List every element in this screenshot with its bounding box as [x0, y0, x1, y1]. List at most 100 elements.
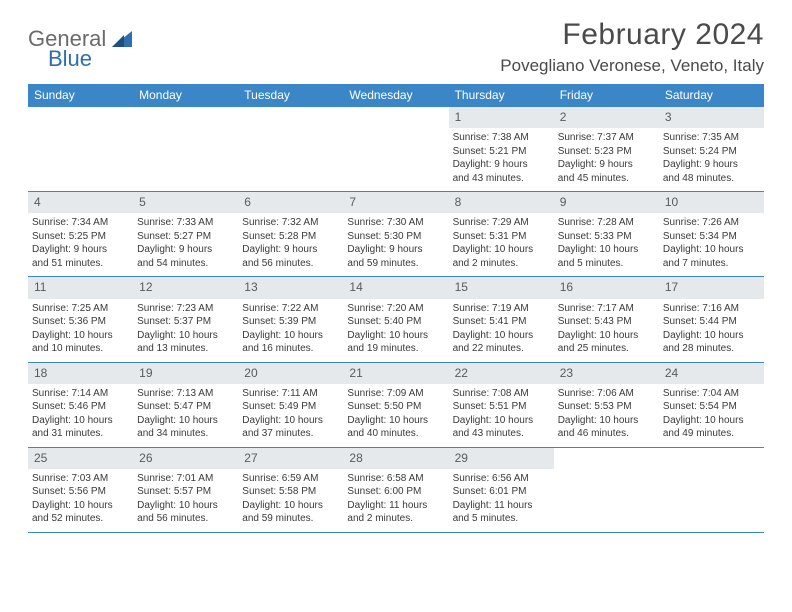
day-number: 1	[449, 107, 554, 128]
day-body: Sunrise: 7:19 AMSunset: 5:41 PMDaylight:…	[449, 299, 554, 362]
sunset-line: Sunset: 5:27 PM	[137, 230, 234, 244]
day-cell: 19Sunrise: 7:13 AMSunset: 5:47 PMDayligh…	[133, 363, 238, 447]
day-number: 14	[343, 277, 448, 298]
day-body: Sunrise: 7:08 AMSunset: 5:51 PMDaylight:…	[449, 384, 554, 447]
sunset-line: Sunset: 5:53 PM	[558, 400, 655, 414]
sunrise-line: Sunrise: 7:26 AM	[663, 216, 760, 230]
day-body: Sunrise: 7:26 AMSunset: 5:34 PMDaylight:…	[659, 213, 764, 276]
daylight-line: Daylight: 10 hours	[347, 329, 444, 343]
daylight-line: Daylight: 10 hours	[453, 243, 550, 257]
day-body: Sunrise: 7:30 AMSunset: 5:30 PMDaylight:…	[343, 213, 448, 276]
daylight-line: Daylight: 9 hours	[242, 243, 339, 257]
daylight-line: and 56 minutes.	[242, 257, 339, 271]
day-cell: 26Sunrise: 7:01 AMSunset: 5:57 PMDayligh…	[133, 448, 238, 532]
day-number: 8	[449, 192, 554, 213]
daylight-line: and 43 minutes.	[453, 427, 550, 441]
day-number: 9	[554, 192, 659, 213]
daylight-line: and 48 minutes.	[663, 172, 760, 186]
week-row: 11Sunrise: 7:25 AMSunset: 5:36 PMDayligh…	[28, 277, 764, 362]
sunset-line: Sunset: 5:30 PM	[347, 230, 444, 244]
daylight-line: Daylight: 10 hours	[663, 243, 760, 257]
sunrise-line: Sunrise: 7:01 AM	[137, 472, 234, 486]
day-cell-empty	[133, 107, 238, 191]
day-number: 23	[554, 363, 659, 384]
sunrise-line: Sunrise: 7:22 AM	[242, 302, 339, 316]
day-number: 11	[28, 277, 133, 298]
day-cell: 25Sunrise: 7:03 AMSunset: 5:56 PMDayligh…	[28, 448, 133, 532]
daylight-line: Daylight: 10 hours	[663, 329, 760, 343]
sunset-line: Sunset: 5:40 PM	[347, 315, 444, 329]
day-body: Sunrise: 7:33 AMSunset: 5:27 PMDaylight:…	[133, 213, 238, 276]
sunrise-line: Sunrise: 7:14 AM	[32, 387, 129, 401]
day-number: 15	[449, 277, 554, 298]
daylight-line: Daylight: 9 hours	[137, 243, 234, 257]
day-cell: 28Sunrise: 6:58 AMSunset: 6:00 PMDayligh…	[343, 448, 448, 532]
daylight-line: Daylight: 10 hours	[453, 414, 550, 428]
day-body: Sunrise: 6:56 AMSunset: 6:01 PMDaylight:…	[449, 469, 554, 532]
weeks-container: 1Sunrise: 7:38 AMSunset: 5:21 PMDaylight…	[28, 107, 764, 533]
sunset-line: Sunset: 5:21 PM	[453, 145, 550, 159]
daylight-line: Daylight: 10 hours	[242, 414, 339, 428]
daylight-line: Daylight: 10 hours	[663, 414, 760, 428]
sunset-line: Sunset: 6:00 PM	[347, 485, 444, 499]
sunrise-line: Sunrise: 7:04 AM	[663, 387, 760, 401]
sunrise-line: Sunrise: 7:13 AM	[137, 387, 234, 401]
daylight-line: and 46 minutes.	[558, 427, 655, 441]
sunrise-line: Sunrise: 7:20 AM	[347, 302, 444, 316]
daylight-line: Daylight: 9 hours	[347, 243, 444, 257]
day-body: Sunrise: 7:20 AMSunset: 5:40 PMDaylight:…	[343, 299, 448, 362]
daylight-line: Daylight: 10 hours	[32, 414, 129, 428]
daylight-line: and 28 minutes.	[663, 342, 760, 356]
sunrise-line: Sunrise: 6:59 AM	[242, 472, 339, 486]
sunset-line: Sunset: 5:36 PM	[32, 315, 129, 329]
day-cell: 5Sunrise: 7:33 AMSunset: 5:27 PMDaylight…	[133, 192, 238, 276]
day-body: Sunrise: 7:34 AMSunset: 5:25 PMDaylight:…	[28, 213, 133, 276]
day-cell: 2Sunrise: 7:37 AMSunset: 5:23 PMDaylight…	[554, 107, 659, 191]
sunrise-line: Sunrise: 6:58 AM	[347, 472, 444, 486]
day-cell: 17Sunrise: 7:16 AMSunset: 5:44 PMDayligh…	[659, 277, 764, 361]
sunset-line: Sunset: 5:39 PM	[242, 315, 339, 329]
daylight-line: and 43 minutes.	[453, 172, 550, 186]
day-number: 21	[343, 363, 448, 384]
day-body: Sunrise: 7:37 AMSunset: 5:23 PMDaylight:…	[554, 128, 659, 191]
day-number: 12	[133, 277, 238, 298]
sunrise-line: Sunrise: 7:06 AM	[558, 387, 655, 401]
logo-sail-icon	[110, 29, 134, 49]
day-number: 18	[28, 363, 133, 384]
day-cell-empty	[554, 448, 659, 532]
sunrise-line: Sunrise: 7:16 AM	[663, 302, 760, 316]
daylight-line: Daylight: 9 hours	[558, 158, 655, 172]
sunset-line: Sunset: 5:44 PM	[663, 315, 760, 329]
day-body: Sunrise: 7:35 AMSunset: 5:24 PMDaylight:…	[659, 128, 764, 191]
day-cell-empty	[238, 107, 343, 191]
week-row: 1Sunrise: 7:38 AMSunset: 5:21 PMDaylight…	[28, 107, 764, 192]
sunrise-line: Sunrise: 7:34 AM	[32, 216, 129, 230]
week-row: 4Sunrise: 7:34 AMSunset: 5:25 PMDaylight…	[28, 192, 764, 277]
sunrise-line: Sunrise: 7:19 AM	[453, 302, 550, 316]
daylight-line: and 52 minutes.	[32, 512, 129, 526]
day-cell: 13Sunrise: 7:22 AMSunset: 5:39 PMDayligh…	[238, 277, 343, 361]
day-cell: 29Sunrise: 6:56 AMSunset: 6:01 PMDayligh…	[449, 448, 554, 532]
sunset-line: Sunset: 5:47 PM	[137, 400, 234, 414]
day-body: Sunrise: 7:03 AMSunset: 5:56 PMDaylight:…	[28, 469, 133, 532]
sunset-line: Sunset: 5:25 PM	[32, 230, 129, 244]
day-body: Sunrise: 7:29 AMSunset: 5:31 PMDaylight:…	[449, 213, 554, 276]
sunset-line: Sunset: 6:01 PM	[453, 485, 550, 499]
daylight-line: Daylight: 10 hours	[137, 499, 234, 513]
day-number: 7	[343, 192, 448, 213]
sunrise-line: Sunrise: 7:17 AM	[558, 302, 655, 316]
day-number: 29	[449, 448, 554, 469]
sunset-line: Sunset: 5:23 PM	[558, 145, 655, 159]
week-row: 18Sunrise: 7:14 AMSunset: 5:46 PMDayligh…	[28, 363, 764, 448]
sunrise-line: Sunrise: 7:29 AM	[453, 216, 550, 230]
daylight-line: Daylight: 9 hours	[453, 158, 550, 172]
calendar-grid: Sunday Monday Tuesday Wednesday Thursday…	[28, 84, 764, 533]
daylight-line: and 45 minutes.	[558, 172, 655, 186]
day-cell: 18Sunrise: 7:14 AMSunset: 5:46 PMDayligh…	[28, 363, 133, 447]
daylight-line: Daylight: 10 hours	[32, 499, 129, 513]
daylight-line: and 13 minutes.	[137, 342, 234, 356]
day-header-sun: Sunday	[28, 84, 133, 107]
daylight-line: and 31 minutes.	[32, 427, 129, 441]
logo-word2: Blue	[48, 46, 92, 72]
day-header-thu: Thursday	[449, 84, 554, 107]
